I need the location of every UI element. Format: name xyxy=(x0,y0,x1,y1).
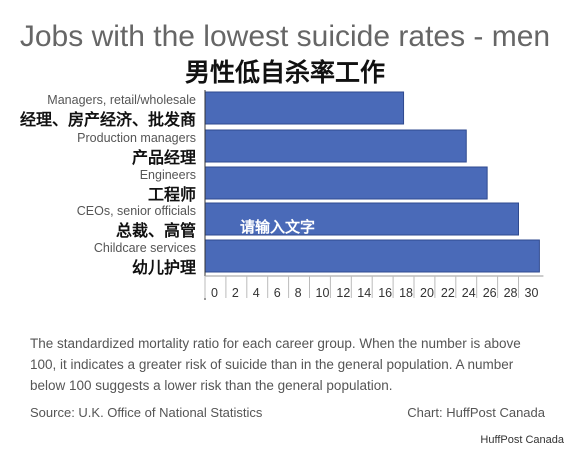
x-tick-label: 22 xyxy=(441,286,455,300)
x-tick-label: 18 xyxy=(399,286,413,300)
bar xyxy=(204,166,488,200)
category-label-cn: 总裁、高管 xyxy=(116,221,196,240)
x-tick-label: 26 xyxy=(483,286,497,300)
chart-credit: Chart: HuffPost Canada xyxy=(407,405,545,420)
bar-chart: Managers, retail/wholesale 经理、房产经济、批发商 Pro… xyxy=(20,90,544,300)
category-label: Managers, retail/wholesale xyxy=(47,93,196,107)
x-tick-label: 28 xyxy=(504,286,518,300)
bar xyxy=(204,202,519,236)
category-label-cn: 经理、房产经济、批发商 xyxy=(20,110,196,129)
x-tick-label: 20 xyxy=(420,286,434,300)
category-label: Production managers xyxy=(77,131,196,145)
x-tick-label: 16 xyxy=(378,286,392,300)
category-label: Childcare services xyxy=(94,241,196,255)
overlay-text: 请输入文字 xyxy=(240,218,315,236)
bar xyxy=(204,91,405,125)
x-tick-label: 12 xyxy=(336,286,350,300)
x-tick-label: 0 xyxy=(211,286,218,300)
x-tick-label: 2 xyxy=(232,286,239,300)
x-tick-label: 30 xyxy=(525,286,539,300)
x-tick-label: 4 xyxy=(253,286,260,300)
chart-description: The standardized mortality ratio for eac… xyxy=(30,336,521,393)
bar xyxy=(204,239,540,273)
x-tick-label: 24 xyxy=(462,286,476,300)
category-label-cn: 工程师 xyxy=(148,185,196,204)
chart-title: Jobs with the lowest suicide rates - men xyxy=(19,20,551,53)
category-label-cn: 产品经理 xyxy=(132,148,196,167)
x-tick-label: 6 xyxy=(274,286,281,300)
chart-source: Source: U.K. Office of National Statisti… xyxy=(30,405,263,420)
watermark: HuffPost Canada xyxy=(480,434,564,446)
bar xyxy=(204,129,467,163)
x-tick-label: 10 xyxy=(316,286,330,300)
chart-title-cn: 男性低自杀率工作 xyxy=(184,58,385,87)
category-label: Engineers xyxy=(140,168,196,182)
category-label: CEOs, senior officials xyxy=(77,204,196,218)
x-tick-label: 8 xyxy=(295,286,302,300)
x-tick-label: 14 xyxy=(357,286,371,300)
category-label-cn: 幼儿护理 xyxy=(132,258,196,277)
